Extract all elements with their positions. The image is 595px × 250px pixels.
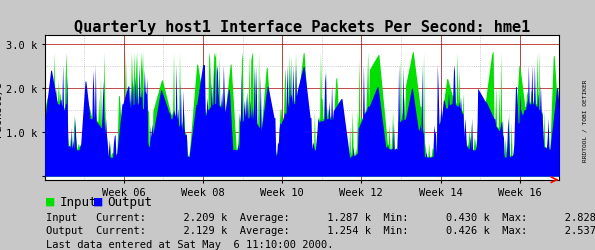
Text: ■: ■ bbox=[94, 194, 102, 208]
Text: Output  Current:      2.129 k  Average:      1.254 k  Min:      0.426 k  Max:   : Output Current: 2.129 k Average: 1.254 k… bbox=[46, 226, 595, 235]
Text: ■: ■ bbox=[46, 194, 55, 208]
Text: Last data entered at Sat May  6 11:10:00 2000.: Last data entered at Sat May 6 11:10:00 … bbox=[46, 240, 334, 250]
Text: Input   Current:      2.209 k  Average:      1.287 k  Min:      0.430 k  Max:   : Input Current: 2.209 k Average: 1.287 k … bbox=[46, 212, 595, 222]
Text: Input: Input bbox=[60, 195, 97, 208]
Y-axis label: Packets/s: Packets/s bbox=[0, 80, 3, 136]
Title: Quarterly host1 Interface Packets Per Second: hme1: Quarterly host1 Interface Packets Per Se… bbox=[74, 20, 530, 35]
Text: RRDTOOL / TOBI OETIKER: RRDTOOL / TOBI OETIKER bbox=[583, 79, 588, 161]
Text: Output: Output bbox=[107, 195, 152, 208]
